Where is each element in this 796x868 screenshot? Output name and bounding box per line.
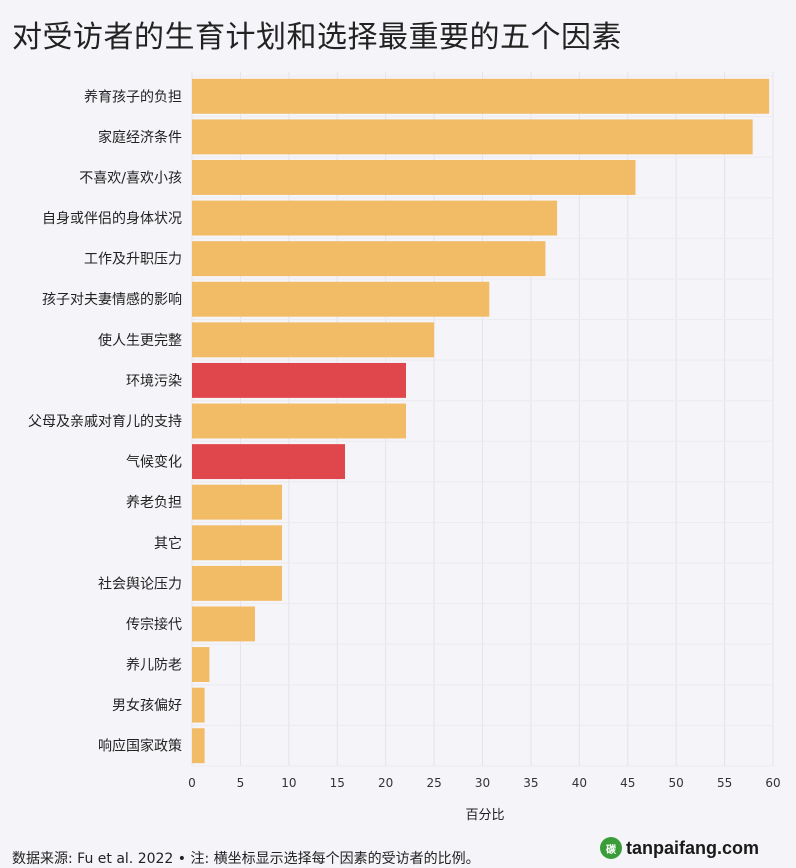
category-label: 传宗接代 bbox=[126, 616, 182, 633]
bar bbox=[192, 728, 205, 764]
x-tick-label: 35 bbox=[523, 776, 538, 790]
bar bbox=[192, 281, 490, 317]
category-label: 其它 bbox=[154, 535, 182, 552]
x-tick-label: 0 bbox=[188, 776, 196, 790]
x-tick-label: 45 bbox=[620, 776, 635, 790]
x-tick-label: 50 bbox=[669, 776, 684, 790]
bar bbox=[192, 200, 558, 236]
bar bbox=[192, 484, 283, 520]
chart-title: 对受访者的生育计划和选择最重要的五个因素 bbox=[12, 20, 622, 55]
bar bbox=[192, 606, 255, 642]
bars bbox=[192, 78, 770, 764]
x-axis-ticks: 0 5 10 15 20 25 30 35 40 45 50 55 60 bbox=[188, 776, 780, 790]
category-label: 响应国家政策 bbox=[98, 738, 182, 755]
x-tick-label: 25 bbox=[426, 776, 441, 790]
x-axis-label: 百分比 bbox=[465, 808, 504, 823]
x-tick-label: 10 bbox=[281, 776, 296, 790]
bar bbox=[192, 241, 546, 277]
x-tick-label: 15 bbox=[330, 776, 345, 790]
category-label: 气候变化 bbox=[126, 455, 182, 471]
x-tick-label: 40 bbox=[572, 776, 587, 790]
bar-chart: 养育孩子的负担家庭经济条件不喜欢/喜欢小孩自身或伴侣的身体状况工作及升职压力孩子… bbox=[28, 72, 781, 823]
category-label: 使人生更完整 bbox=[98, 332, 182, 349]
x-tick-label: 30 bbox=[475, 776, 490, 790]
category-label: 养育孩子的负担 bbox=[84, 89, 182, 105]
bar bbox=[192, 160, 636, 195]
category-label: 工作及升职压力 bbox=[84, 252, 182, 268]
bar bbox=[192, 444, 345, 480]
category-label: 自身或伴侣的身体状况 bbox=[42, 211, 182, 227]
category-label: 环境污染 bbox=[126, 373, 182, 389]
category-label: 不喜欢/喜欢小孩 bbox=[79, 170, 182, 186]
category-label: 男女孩偏好 bbox=[112, 697, 182, 714]
category-label: 家庭经济条件 bbox=[98, 129, 182, 146]
watermark-text: tanpaifang.com bbox=[626, 837, 760, 858]
bar bbox=[192, 647, 210, 682]
x-tick-label: 55 bbox=[717, 776, 732, 790]
bar bbox=[192, 403, 407, 439]
bar bbox=[192, 362, 407, 398]
bar bbox=[192, 565, 283, 601]
x-tick-label: 60 bbox=[765, 776, 780, 790]
x-tick-label: 5 bbox=[237, 776, 245, 790]
bar bbox=[192, 687, 205, 723]
bar bbox=[192, 119, 753, 155]
source-note: 数据来源: Fu et al. 2022 • 注: 横坐标显示选择每个因素的受访… bbox=[12, 851, 480, 867]
watermark-logo-icon: 碳 bbox=[600, 837, 622, 859]
category-label: 养儿防老 bbox=[126, 658, 182, 674]
bar bbox=[192, 322, 435, 358]
category-label: 社会舆论压力 bbox=[98, 576, 182, 592]
category-label: 养老负担 bbox=[126, 495, 182, 511]
category-label: 父母及亲戚对育儿的支持 bbox=[28, 414, 182, 430]
category-label: 孩子对夫妻情感的影响 bbox=[42, 291, 182, 308]
watermark: 碳 tanpaifang.com bbox=[600, 834, 790, 862]
bar bbox=[192, 78, 770, 114]
category-labels: 养育孩子的负担家庭经济条件不喜欢/喜欢小孩自身或伴侣的身体状况工作及升职压力孩子… bbox=[28, 89, 182, 754]
x-tick-label: 20 bbox=[378, 776, 393, 790]
bar bbox=[192, 525, 283, 561]
